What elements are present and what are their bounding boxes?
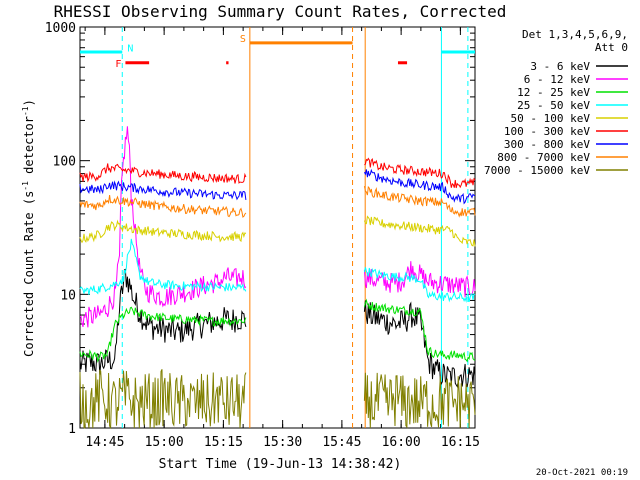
y-tick-label: 10: [60, 288, 76, 303]
legend-header-line-1: Det 1,3,4,5,6,9,: [522, 28, 628, 41]
x-tick-label: 15:45: [322, 435, 361, 450]
series-line-7-part-1: [79, 180, 247, 201]
x-tick-label: 15:00: [145, 435, 184, 450]
state-markers: S FN: [80, 34, 475, 70]
series-line-3-part-2: [363, 298, 476, 363]
plot-frame: [79, 26, 476, 429]
legend-label: 300 - 800 keV: [504, 138, 590, 151]
legend-label: 50 - 100 keV: [511, 112, 591, 125]
y-axis-label: Corrected Count Rate (s-1 detector-1): [21, 99, 36, 357]
x-tick-label: 16:00: [382, 435, 421, 450]
series-line-6-part-2: [364, 157, 476, 189]
series-line-2-part-2: [363, 261, 476, 298]
series-line-3-part-1: [79, 306, 247, 364]
x-tick-label: 14:45: [85, 435, 124, 450]
y-tick-label: 1000: [45, 21, 76, 36]
series-line-1-part-1: [79, 268, 247, 375]
legend-label: 12 - 25 keV: [517, 86, 590, 99]
series-line-4-part-2: [363, 267, 476, 303]
legend-label: 6 - 12 keV: [524, 73, 591, 86]
series-line-6-part-1: [79, 163, 247, 184]
marker-bar-label: S: [240, 34, 246, 45]
plot-border: [79, 26, 476, 429]
legend-label: 3 - 6 keV: [530, 60, 590, 73]
x-axis-ticks: 14:45 15:00 15:15 15:30 15:45 16:00 16:15: [84, 27, 480, 450]
series-line-5-part-1: [79, 219, 247, 244]
series-line-9-part-2: [363, 372, 476, 429]
legend-label: 100 - 300 keV: [504, 125, 590, 138]
vertical-marker-lines: [121, 27, 469, 428]
y-axis-label-end: ): [22, 99, 36, 106]
generation-timestamp: 20-Oct-2021 00:19: [536, 468, 628, 478]
chart-title: RHESSI Observing Summary Count Rates, Co…: [54, 2, 507, 21]
y-axis-label-main: Corrected Count Rate (s: [22, 191, 36, 357]
legend-label: 25 - 50 keV: [517, 99, 590, 112]
legend-header-line-2: Att 0: [595, 41, 628, 54]
x-tick-label: 15:30: [263, 435, 302, 450]
legend-label: 7000 - 15000 keV: [484, 164, 590, 177]
series-line-9-part-1: [79, 369, 247, 430]
series-lines: [79, 126, 476, 430]
series-line-1-part-2: [363, 300, 476, 388]
y-axis-label-sup2: -1: [21, 106, 30, 116]
series-line-5-part-2: [363, 215, 476, 247]
x-tick-label: 16:15: [441, 435, 480, 450]
y-axis-ticks: 1 10 100 1000: [45, 21, 475, 437]
x-axis-label: Start Time (19-Jun-13 14:38:42): [159, 457, 402, 472]
y-axis-label-sup1: -1: [21, 181, 30, 191]
series-line-4-part-1: [79, 238, 247, 295]
series-line-7-part-2: [363, 168, 476, 205]
series-line-8-part-1: [79, 195, 247, 218]
marker-label: N: [127, 44, 133, 55]
marker-bar-label: F: [115, 59, 121, 70]
series-line-8-part-2: [363, 185, 476, 218]
x-tick-label: 15:15: [204, 435, 243, 450]
legend-label: 800 - 7000 keV: [497, 151, 590, 164]
y-tick-label: 1: [68, 422, 76, 437]
y-axis-label-mid: detector: [22, 116, 36, 181]
series-line-2-part-1: [79, 126, 247, 328]
y-tick-label: 100: [53, 155, 76, 170]
